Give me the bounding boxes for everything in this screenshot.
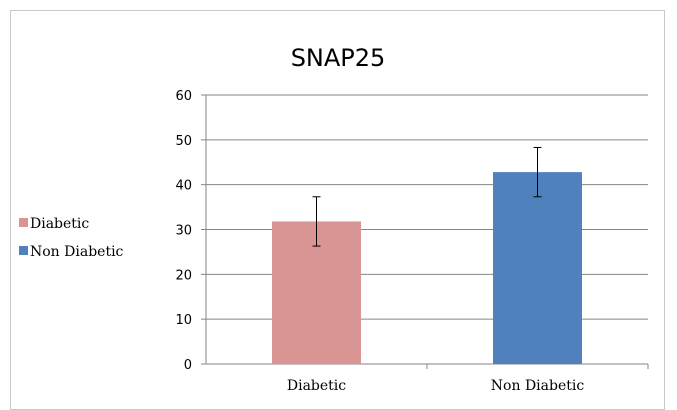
- bars: [272, 172, 582, 364]
- bar-non-diabetic: [493, 172, 582, 364]
- y-tick-label: 20: [175, 268, 192, 283]
- error-bars: [312, 146, 542, 247]
- y-tick-label: 10: [175, 313, 192, 328]
- legend-label: Diabetic: [30, 216, 89, 232]
- y-tick-label: 0: [184, 358, 192, 373]
- y-tick-label: 30: [175, 224, 192, 239]
- legend: Diabetic Non Diabetic: [19, 216, 124, 260]
- y-tick-label: 50: [175, 134, 192, 149]
- x-axis-labels: Diabetic Non Diabetic: [287, 378, 584, 394]
- y-axis-ticks: 0 10 20 30 40 50 60: [175, 89, 206, 373]
- x-tick-label: Diabetic: [287, 378, 346, 394]
- chart-title: SNAP25: [291, 44, 386, 72]
- x-tick-label: Non Diabetic: [491, 378, 585, 394]
- legend-label: Non Diabetic: [30, 244, 124, 260]
- chart-svg: SNAP25 0 10 20 30 40 50 60 Diabetic Non Diabeti…: [19, 44, 649, 394]
- y-tick-label: 60: [175, 89, 192, 104]
- y-tick-label: 40: [175, 179, 192, 194]
- legend-swatch: [19, 218, 28, 227]
- legend-swatch: [19, 246, 28, 255]
